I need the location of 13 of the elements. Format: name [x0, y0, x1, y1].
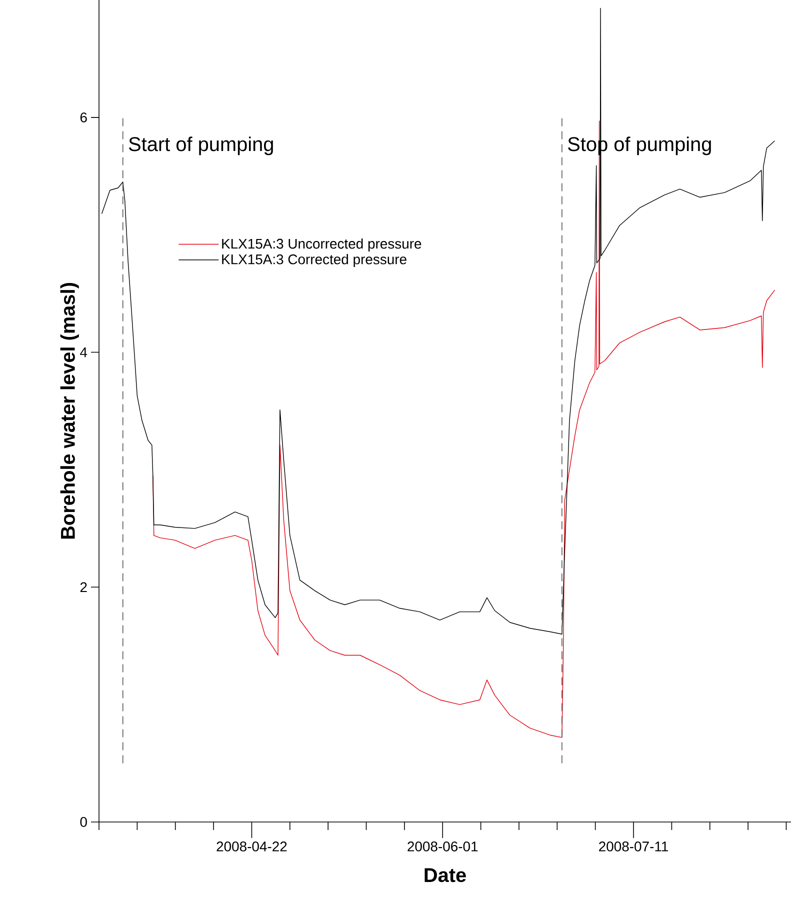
x-tick-label: 2008-07-11 — [599, 842, 668, 852]
y-axis-title: Borehole water level (masl) — [60, 283, 79, 539]
ref-line-label: Start of pumping — [128, 136, 273, 156]
y-tick-label: 4 — [80, 347, 88, 358]
line-series — [101, 8, 776, 634]
y-tick-label: 2 — [80, 582, 87, 592]
legend-label: KLX15A:3 Uncorrected pressure — [222, 238, 422, 252]
y-tick-label: 0 — [80, 817, 87, 827]
legend-label: KLX15A:3 Corrected pressure — [222, 254, 406, 268]
x-tick-label: 2008-06-01 — [408, 842, 478, 852]
y-tick-label: 6 — [80, 112, 87, 122]
x-axis-title: Date — [424, 868, 466, 882]
x-tick-label: 2008-04-22 — [216, 842, 287, 852]
